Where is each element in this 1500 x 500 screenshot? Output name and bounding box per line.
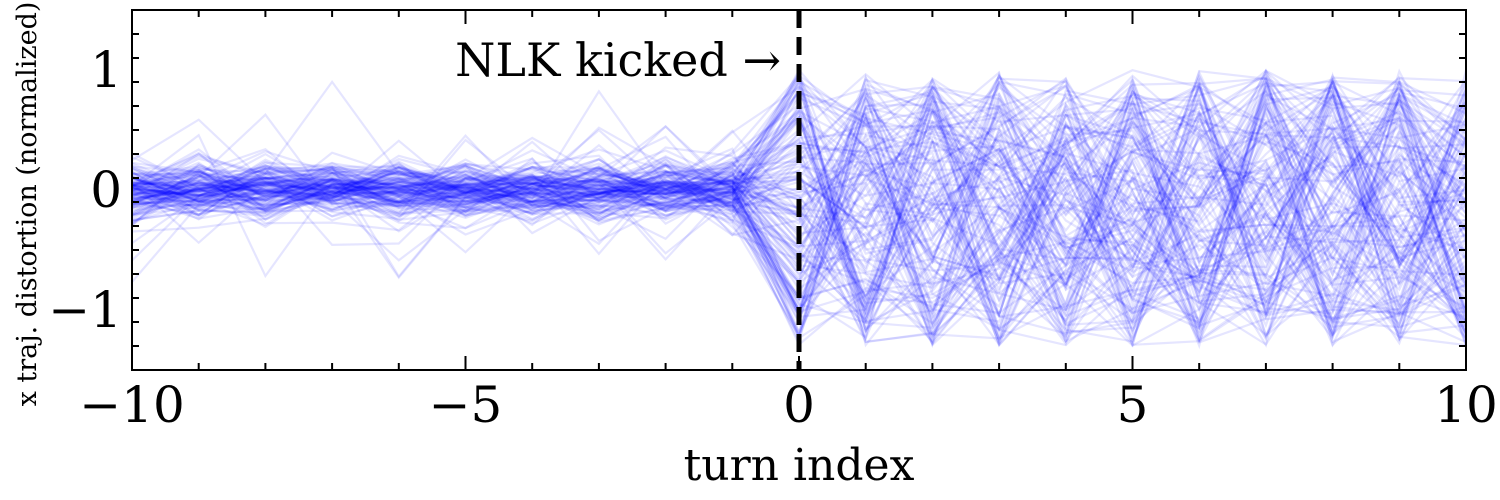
trajectory-line <box>131 81 1467 339</box>
trajectory-line <box>131 92 1468 323</box>
y-tick-label: 0 <box>90 161 122 219</box>
trajectory-line <box>131 77 1467 330</box>
trajectory-line <box>131 77 1468 325</box>
trajectory-line <box>131 68 1467 298</box>
axis-ticks <box>131 9 1467 371</box>
trajectory-line <box>132 148 1467 285</box>
trajectory-line <box>131 77 1467 337</box>
trajectory-line <box>131 101 1468 336</box>
trajectory-line <box>131 75 1468 341</box>
trajectory-line <box>131 73 1468 339</box>
trajectory-line <box>131 148 1467 333</box>
trajectory-line <box>131 154 1468 347</box>
trajectory-line <box>131 71 1467 344</box>
y-tick-label: −1 <box>48 281 122 339</box>
trajectory-line <box>131 134 1467 343</box>
trajectory-line <box>131 69 1468 302</box>
trajectory-line <box>131 83 1467 259</box>
x-axis-label: turn index <box>684 440 915 491</box>
trajectory-line <box>131 69 1467 343</box>
trajectory-line <box>131 76 1467 339</box>
trajectory-line <box>131 70 1467 327</box>
trajectory-line <box>131 83 1468 339</box>
trajectory-line <box>131 80 1467 334</box>
trajectory-line <box>131 93 1467 342</box>
trajectory-line <box>131 93 1467 323</box>
trajectory-line <box>131 84 1468 317</box>
y-axis-label: x traj. distortion (normalized) <box>12 2 43 407</box>
trajectory-line <box>131 80 1468 346</box>
trajectory-line <box>131 93 1467 288</box>
trajectory-line <box>131 89 1467 331</box>
trajectory-line <box>131 113 1467 347</box>
trajectory-line <box>131 80 1468 350</box>
trajectory-line <box>131 114 1467 328</box>
trajectory-line <box>131 157 1467 326</box>
x-tick-labels: −10 −5 0 5 10 <box>79 376 1498 434</box>
trajectory-line <box>131 87 1467 312</box>
trajectory-line <box>131 73 1467 333</box>
x-tick-label: 0 <box>783 376 815 434</box>
kick-annotation: NLK kicked → <box>455 33 781 87</box>
x-tick-label: −5 <box>429 376 503 434</box>
y-tick-labels: −1 0 1 <box>48 41 122 339</box>
x-tick-label: 5 <box>1117 376 1149 434</box>
x-tick-label: −10 <box>79 376 185 434</box>
y-tick-label: 1 <box>90 41 122 99</box>
trajectory-line <box>131 85 1467 320</box>
trajectory-line <box>131 92 1468 318</box>
trajectory-line <box>131 82 1467 317</box>
trajectory-line <box>131 94 1467 342</box>
trajectory-line <box>131 89 1467 327</box>
trajectory-line <box>131 68 1467 320</box>
trajectory-line <box>131 70 1468 333</box>
trajectory-line <box>131 85 1467 311</box>
trajectory-line <box>131 77 1467 348</box>
trajectory-line <box>131 80 1467 334</box>
trajectory-line <box>131 109 1467 341</box>
trajectory-line <box>131 78 1467 326</box>
trajectory-line <box>131 109 1468 337</box>
trajectory-line <box>131 82 1467 344</box>
trajectory-line <box>131 80 1467 317</box>
trajectory-line <box>131 80 1467 346</box>
x-tick-label: 10 <box>1434 376 1498 434</box>
trajectory-line <box>131 78 1467 320</box>
trajectory-line <box>131 120 1467 269</box>
trajectory-line <box>131 96 1467 342</box>
